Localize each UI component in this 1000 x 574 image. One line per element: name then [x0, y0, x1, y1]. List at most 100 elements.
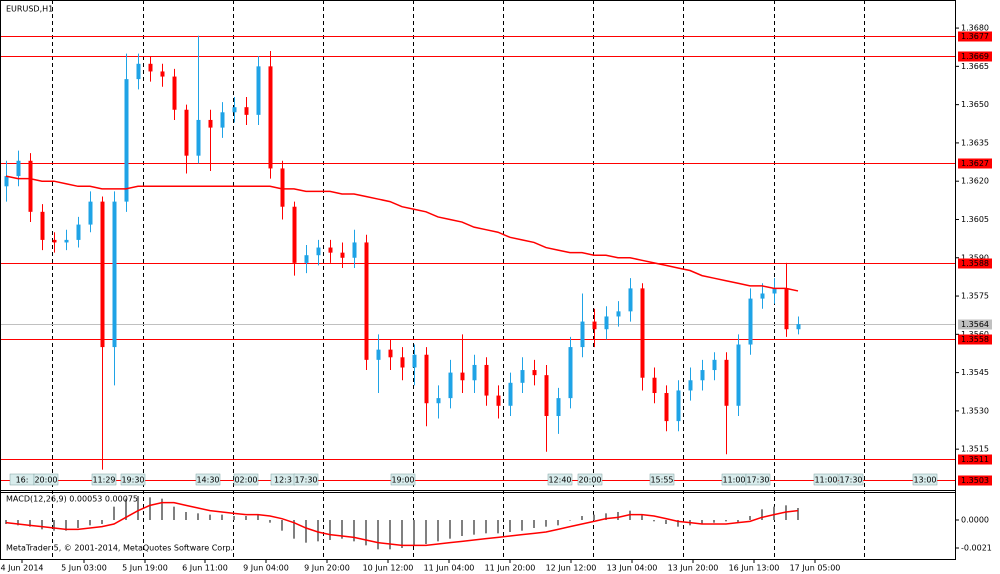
candle-body — [616, 311, 621, 317]
macd-bar — [569, 520, 571, 521]
candle-body — [16, 160, 21, 177]
event-box — [120, 473, 146, 486]
chart-title: EURUSD,H1 — [6, 5, 53, 14]
macd-bar — [221, 514, 223, 520]
candle-body — [232, 107, 237, 113]
macd-bar — [137, 496, 139, 520]
candle-body — [712, 359, 717, 371]
y-tick-label: 1.3530 — [961, 406, 989, 415]
macd-bar — [737, 520, 739, 523]
macd-bar — [605, 513, 607, 520]
footer: MetaTrader 5, © 2001-2014, MetaQuotes So… — [6, 544, 233, 553]
candle-body — [772, 288, 777, 294]
candle-body — [268, 66, 273, 169]
candle-body — [436, 398, 441, 404]
event-label: 11:00 — [722, 476, 745, 485]
x-tick-label: 9 Jun 20:00 — [304, 564, 350, 573]
macd-bar — [485, 520, 487, 534]
candle-body — [328, 247, 333, 253]
event-label: 14:30 — [196, 476, 219, 485]
event-box — [233, 473, 259, 486]
macd-bar — [677, 520, 679, 527]
event-box — [813, 473, 839, 486]
candle-body — [784, 288, 789, 330]
candle-body — [484, 364, 489, 396]
event-label: 20:00 — [34, 476, 57, 485]
candle-body — [544, 375, 549, 416]
event-box — [745, 473, 771, 486]
macd-bar — [437, 520, 439, 542]
event-label: 19:00 — [391, 476, 414, 485]
candle-body — [400, 357, 405, 368]
macd-bar — [581, 516, 583, 520]
x-tick-label: 9 Jun 04:00 — [243, 564, 289, 573]
macd-bar — [773, 506, 775, 520]
candle-body — [292, 206, 297, 263]
candle-body — [304, 255, 309, 263]
macd-bar — [293, 520, 295, 539]
candle-body — [652, 377, 657, 394]
candle-body — [316, 247, 321, 256]
macd-bar — [65, 520, 67, 531]
candle-body — [40, 211, 45, 240]
macd-bar — [185, 512, 187, 520]
level-label: 1.3558 — [961, 335, 989, 344]
y-tick-label: 1.3605 — [961, 215, 989, 224]
macd-bar — [209, 514, 211, 520]
level-label-box — [958, 475, 992, 486]
level-label-box — [958, 51, 992, 62]
macd-bar — [497, 520, 499, 534]
x-tick-label: 17 Jun 05:00 — [790, 564, 841, 573]
y-tick-label: 1.3620 — [961, 177, 989, 186]
macd-bar — [341, 520, 343, 539]
macd-bar — [317, 520, 319, 542]
candle-body — [124, 79, 129, 202]
macd-bar — [617, 512, 619, 520]
macd-bar — [761, 509, 763, 520]
candle-body — [580, 321, 585, 348]
candle-body — [280, 168, 285, 207]
macd-bar — [17, 520, 19, 526]
candle-body — [676, 390, 681, 422]
macd-title: MACD(12,26,9) 0.00053 0.00075 — [6, 495, 138, 504]
macd-bar — [197, 513, 199, 520]
event-label: 20:00 — [578, 476, 601, 485]
macd-bar — [41, 520, 43, 530]
macd-bar — [389, 520, 391, 550]
current-price-label: 1.3564 — [961, 320, 989, 329]
macd-bar — [5, 520, 7, 524]
level-label-box — [958, 158, 992, 169]
plot-border — [0, 0, 956, 560]
event-label: 11:00 — [814, 476, 837, 485]
y-tick-label: 1.3545 — [961, 368, 989, 377]
candle-body — [136, 63, 141, 80]
event-box — [293, 473, 319, 486]
candle-body — [208, 119, 213, 128]
macd-bar — [641, 514, 643, 520]
candle-body — [64, 239, 69, 243]
macd-bar — [377, 520, 379, 550]
event-box — [547, 473, 573, 486]
candle-body — [196, 119, 201, 156]
event-label: 17:30 — [746, 476, 769, 485]
candle-body — [460, 372, 465, 381]
event-box — [195, 473, 221, 486]
macd-bar — [401, 520, 403, 548]
candle-body — [796, 324, 801, 330]
y-tick-label: 1.3515 — [961, 445, 989, 454]
macd-bar — [29, 520, 31, 527]
candle-body — [340, 252, 345, 258]
candle-body — [664, 393, 669, 422]
candle-body — [376, 349, 381, 360]
macd-bar — [365, 520, 367, 546]
level-label-box — [958, 31, 992, 42]
candle-body — [556, 398, 561, 416]
macd-bar — [749, 516, 751, 520]
candle-body — [184, 109, 189, 156]
candle-body — [628, 288, 633, 312]
level-label-box — [958, 334, 992, 345]
candle-body — [496, 395, 501, 406]
macd-y-tick-label: 0.0000 — [961, 516, 989, 525]
